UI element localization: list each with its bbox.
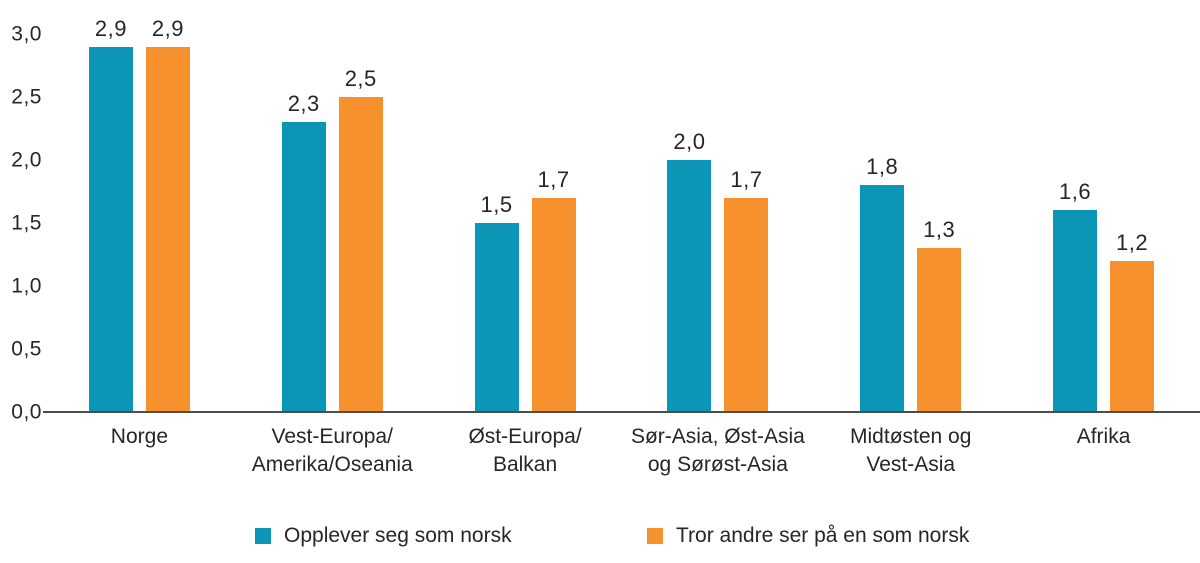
bar-value-label: 1,2 xyxy=(1116,230,1149,255)
bar-value-label: 2,5 xyxy=(344,66,377,91)
bar-with-label: 2,3 xyxy=(281,91,326,412)
category-label: Sør-Asia, Øst-Asia og Sørøst-Asia xyxy=(630,425,805,476)
bar-series-2 xyxy=(917,248,962,412)
bar-with-label: 1,3 xyxy=(917,217,962,412)
category-label: Afrika xyxy=(1076,425,1131,448)
legend-label: Tror andre ser på en som norsk xyxy=(676,524,970,547)
legend-swatch-icon xyxy=(255,528,271,544)
bar-series-2 xyxy=(145,47,190,412)
bar-series-1 xyxy=(281,122,326,412)
bar-group: 1,8 1,3 xyxy=(860,154,962,412)
bar-series-2 xyxy=(1110,261,1155,412)
category-label: Vest-Europa/ Amerika/Oseania xyxy=(251,425,413,476)
legend-item: Opplever seg som norsk xyxy=(255,524,512,548)
bar-with-label: 1,6 xyxy=(1053,179,1098,412)
bar-series-2 xyxy=(338,97,383,412)
bar-series-1 xyxy=(88,47,133,412)
y-axis-tick-label: 1,5 xyxy=(11,211,42,235)
bar-series-1 xyxy=(1053,210,1098,412)
category-label: Øst-Europa/ Balkan xyxy=(468,425,582,476)
bar-series-2 xyxy=(531,198,576,412)
legend-swatch-icon xyxy=(647,528,663,544)
bar-with-label: 2,9 xyxy=(88,16,133,412)
bar-series-2 xyxy=(724,198,769,412)
bar-with-label: 1,8 xyxy=(860,154,905,412)
bar-group: 2,9 2,9 xyxy=(88,16,190,412)
bar-with-label: 1,7 xyxy=(724,167,769,412)
bar-with-label: 2,9 xyxy=(145,16,190,412)
bar-with-label: 1,7 xyxy=(531,167,576,412)
plot-area: 2,9 2,9 2,3 2,5 1,5 1,7 2,0 1,7 1,8 1,3 1,6 1,2 xyxy=(43,0,1200,412)
bar-value-label: 2,3 xyxy=(287,91,320,116)
bar-with-label: 2,0 xyxy=(667,129,712,412)
bar-group: 2,0 1,7 xyxy=(667,129,769,412)
category-label: Midtøsten og Vest-Asia xyxy=(850,425,972,476)
y-axis-tick-label: 0,0 xyxy=(11,400,42,424)
y-axis-tick-label: 3,0 xyxy=(11,22,42,46)
bar-value-label: 2,9 xyxy=(94,16,127,41)
bar-series-1 xyxy=(667,160,712,412)
bar-value-label: 1,7 xyxy=(730,167,763,192)
bar-value-label: 1,7 xyxy=(537,167,570,192)
bar-value-label: 1,5 xyxy=(480,192,513,217)
bar-value-label: 2,0 xyxy=(673,129,706,154)
bar-series-1 xyxy=(474,223,519,412)
y-axis-tick-label: 2,5 xyxy=(11,85,42,109)
bar-with-label: 1,5 xyxy=(474,192,519,412)
legend-item: Tror andre ser på en som norsk xyxy=(647,524,969,548)
category-label: Norge xyxy=(110,425,168,448)
bar-with-label: 2,5 xyxy=(338,66,383,412)
bar-value-label: 2,9 xyxy=(151,16,184,41)
bar-with-label: 1,2 xyxy=(1110,230,1155,412)
y-axis-tick-label: 2,0 xyxy=(11,148,42,172)
x-axis-category-labels: Norge Vest-Europa/ Amerika/Oseania Øst-Eur… xyxy=(43,423,1200,479)
bar-series-1 xyxy=(860,185,905,412)
y-axis-tick-label: 0,5 xyxy=(11,337,42,361)
bar-value-label: 1,8 xyxy=(866,154,899,179)
chart-legend: Opplever seg som norsk Tror andre ser på … xyxy=(0,524,1200,554)
bar-group: 1,5 1,7 xyxy=(474,167,576,412)
x-axis-line xyxy=(43,411,1200,413)
bar-group: 2,3 2,5 xyxy=(281,66,383,412)
bar-value-label: 1,3 xyxy=(923,217,956,242)
legend-label: Opplever seg som norsk xyxy=(284,524,512,547)
y-axis-tick-label: 1,0 xyxy=(11,274,42,298)
bar-group: 1,6 1,2 xyxy=(1053,179,1155,412)
bar-value-label: 1,6 xyxy=(1059,179,1092,204)
